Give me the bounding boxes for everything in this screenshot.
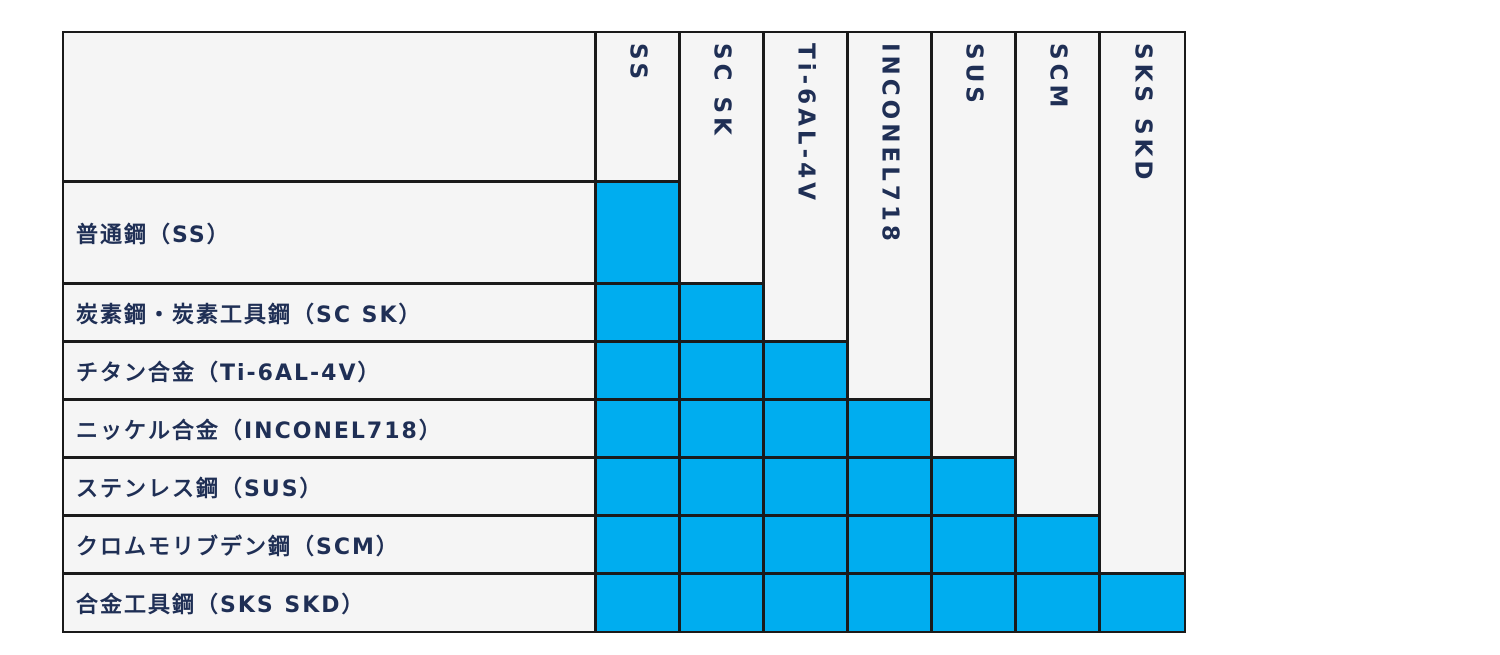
compatible-cell	[763, 341, 848, 400]
compatible-cell	[679, 283, 764, 342]
column-header: SC SK	[679, 31, 764, 284]
compatible-cell	[595, 399, 680, 458]
compatible-cell	[679, 515, 764, 574]
column-header: SS	[595, 31, 680, 182]
compatible-cell	[931, 515, 1016, 574]
row-header: 炭素鋼・炭素工具鋼（SC SK）	[62, 283, 596, 342]
compatible-cell	[595, 283, 680, 342]
compatible-cell	[763, 515, 848, 574]
column-header: INCONEL718	[847, 31, 932, 400]
compatible-cell	[1015, 573, 1100, 633]
row-header: チタン合金（Ti-6AL-4V）	[62, 341, 596, 400]
compatible-cell	[679, 457, 764, 516]
row-header: ステンレス鋼（SUS）	[62, 457, 596, 516]
row-header: 合金工具鋼（SKS SKD）	[62, 573, 596, 633]
compatible-cell	[679, 341, 764, 400]
compatible-cell	[595, 457, 680, 516]
compatible-cell	[1099, 573, 1186, 633]
column-header: SCM	[1015, 31, 1100, 516]
compatible-cell	[931, 457, 1016, 516]
compatible-cell	[847, 515, 932, 574]
header-corner-cell	[62, 31, 596, 182]
compatible-cell	[595, 515, 680, 574]
row-header: ニッケル合金（INCONEL718）	[62, 399, 596, 458]
compatible-cell	[847, 399, 932, 458]
compatible-cell	[763, 573, 848, 633]
compatible-cell	[847, 573, 932, 633]
row-header: 普通鋼（SS）	[62, 181, 596, 284]
compatible-cell	[595, 573, 680, 633]
row-header: クロムモリブデン鋼（SCM）	[62, 515, 596, 574]
compatible-cell	[931, 573, 1016, 633]
compatible-cell	[679, 573, 764, 633]
compatible-cell	[847, 457, 932, 516]
compatible-cell	[1015, 515, 1100, 574]
compatible-cell	[763, 399, 848, 458]
column-header: SUS	[931, 31, 1016, 458]
compatible-cell	[595, 341, 680, 400]
compatible-cell	[679, 399, 764, 458]
compatible-cell	[763, 457, 848, 516]
compatible-cell	[595, 181, 680, 284]
column-header: Ti-6AL-4V	[763, 31, 848, 342]
column-header: SKS SKD	[1099, 31, 1186, 574]
